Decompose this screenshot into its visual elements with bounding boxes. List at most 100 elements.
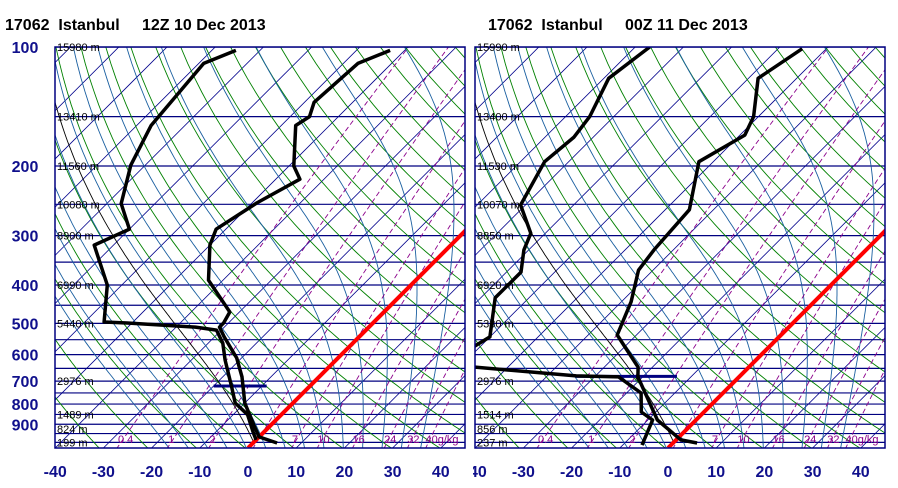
isotherm-line: [295, 278, 465, 448]
height-label: 13410 m: [57, 112, 100, 124]
dry-adiabat-line: [105, 47, 441, 448]
moist-adiabat-line: [255, 47, 388, 448]
dry-adiabat-line: [305, 47, 465, 228]
isotherm-line: [343, 326, 465, 448]
freezing-isotherm-line: [666, 228, 885, 448]
moist-adiabat-line: [475, 227, 629, 448]
plot-frame: [474, 46, 886, 449]
dry-adiabat-line: [429, 47, 465, 87]
moist-adiabat-line: [203, 47, 364, 448]
dry-adiabat-line: [130, 47, 465, 434]
mixing-ratio-label: 32: [407, 434, 419, 446]
mixing-ratio-line: [291, 167, 465, 448]
isotherm-line: [475, 47, 781, 353]
dry-adiabat-line: [475, 396, 520, 448]
isotherm-line: [475, 47, 829, 401]
temperature-tick-label: 40: [432, 464, 450, 481]
mixing-ratio-label: 24: [384, 434, 396, 446]
height-label: 8900 m: [57, 231, 94, 243]
moist-adiabat-line: [623, 47, 784, 448]
temperature-tick-label: 10: [287, 464, 305, 481]
temperature-tick-label: 20: [756, 464, 774, 481]
dry-adiabat-line: [799, 47, 885, 143]
isotherm-line: [619, 182, 885, 448]
mixing-ratio-line: [736, 201, 885, 448]
isotherm-line: [522, 85, 885, 448]
moist-adiabat-line: [517, 47, 725, 448]
dry-adiabat-line: [500, 47, 812, 448]
dry-adiabat-line: [475, 138, 715, 448]
isotherm-line: [102, 85, 465, 448]
isotherm-line: [55, 47, 216, 208]
isotherm-line: [475, 47, 636, 208]
dry-adiabat-line: [454, 47, 465, 59]
dry-adiabat-line: [824, 47, 885, 115]
height-label: 13400 m: [477, 112, 520, 124]
mixing-ratio-label: 16: [353, 434, 365, 446]
isotherm-line: [55, 47, 168, 160]
moist-adiabat-line: [55, 263, 189, 448]
dry-adiabat-line: [700, 47, 885, 256]
dry-adiabat-line: [475, 212, 666, 448]
isotherm-line: [55, 47, 457, 448]
height-label: 11560 m: [57, 161, 99, 173]
pressure-tick-label: 100: [12, 40, 39, 57]
moist-adiabat-line: [72, 47, 286, 448]
mixing-ratio-line: [316, 201, 465, 448]
moist-adiabat-line: [55, 133, 247, 448]
chart-title: 17062 Istanbul 12Z 10 Dec 2013: [5, 17, 266, 34]
dry-adiabat-line: [600, 47, 885, 373]
height-label: 856 m: [477, 424, 508, 436]
temperature-profile-line: [206, 48, 391, 445]
moist-adiabat-line: [55, 227, 209, 448]
mixing-ratio-label: 16: [773, 434, 785, 446]
dry-adiabat-line: [675, 47, 885, 285]
mixing-ratio-line: [586, 47, 869, 448]
temperature-tick-label: -30: [92, 464, 115, 481]
dry-adiabat-line: [475, 338, 569, 448]
isotherm-line: [475, 47, 588, 160]
moist-adiabat-line: [475, 185, 648, 448]
dry-adiabat-line: [475, 277, 618, 448]
isotherm-line: [392, 375, 465, 448]
temperature-profile-line: [615, 47, 804, 445]
dry-adiabat-line: [205, 47, 465, 343]
dry-adiabat-line: [55, 47, 344, 448]
isotherm-line: [860, 423, 885, 448]
moist-adiabat-line: [675, 47, 808, 448]
moist-adiabat-line: [475, 263, 609, 448]
mixing-ratio-label: 24: [804, 434, 816, 446]
dry-adiabat-line: [650, 47, 885, 314]
pressure-tick-label: 900: [12, 417, 39, 434]
plot-area: 0.4 1 2 7 10 16 24 32 40g/kg: [55, 47, 898, 449]
isotherm-line: [55, 47, 120, 112]
chart-title: 17062 Istanbul 00Z 11 Dec 2013: [488, 17, 748, 34]
height-label: 5330 m: [477, 318, 514, 330]
height-label: 237 m: [477, 437, 508, 449]
mixing-ratio-line: [208, 68, 465, 448]
mixing-ratio-label: 10: [317, 434, 329, 446]
dry-adiabat-line: [625, 47, 885, 343]
temperature-tick-label: -40: [464, 464, 487, 481]
dry-adiabat-line: [330, 47, 465, 199]
height-label: 10080 m: [57, 199, 100, 211]
mixing-ratio-line: [116, 47, 409, 448]
height-label: 1489 m: [57, 409, 94, 421]
height-label: 5440 m: [57, 318, 94, 330]
moist-adiabat-line: [160, 47, 344, 448]
temperature-tick-label: 20: [336, 464, 354, 481]
isotherm-line: [475, 47, 733, 305]
mixing-ratio-line: [628, 68, 885, 448]
height-label: 2976 m: [477, 376, 514, 388]
mixing-ratio-label: 7: [292, 434, 298, 446]
mixing-ratio-label: 10: [737, 434, 749, 446]
height-label: 6920 m: [477, 280, 514, 292]
dry-adiabat-line: [525, 47, 861, 448]
moist-adiabat-line: [126, 47, 325, 448]
pressure-tick-label: 600: [12, 348, 39, 365]
pressure-tick-label: 800: [12, 397, 39, 414]
height-label: 10070 m: [477, 199, 520, 211]
dry-adiabat-line: [530, 47, 898, 449]
dry-adiabat-line: [774, 47, 885, 171]
